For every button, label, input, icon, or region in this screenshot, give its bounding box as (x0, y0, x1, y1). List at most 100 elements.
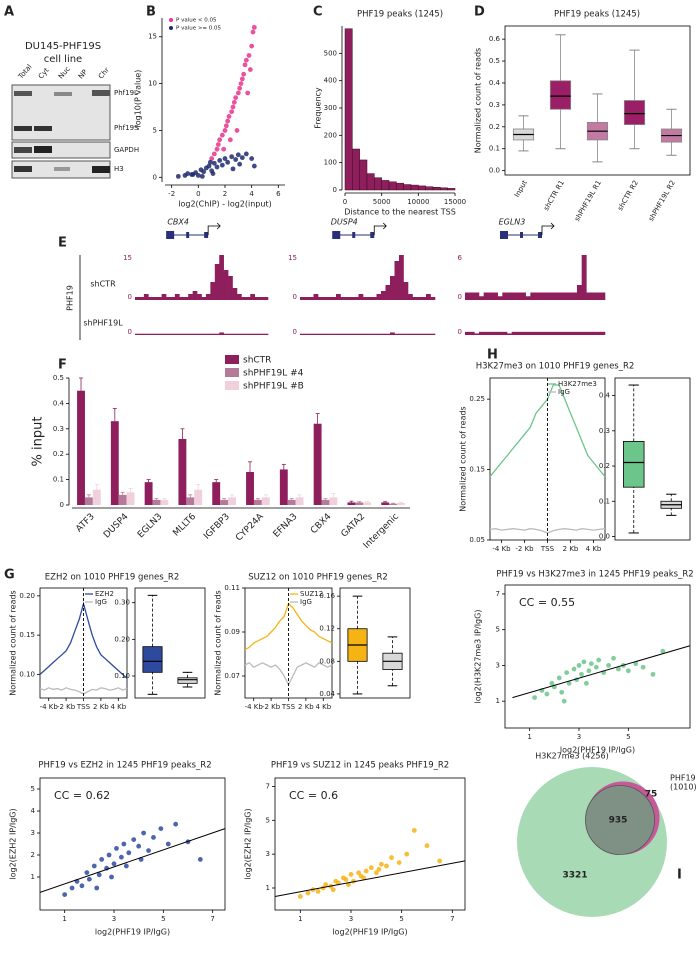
panel-label: C (313, 5, 323, 20)
scatter-point (69, 885, 75, 891)
plot-frame (614, 377, 691, 541)
track-signal (521, 331, 526, 335)
x-tick-label: shPHF19L R1 (573, 179, 603, 223)
x-tick-label: 5 (626, 733, 630, 741)
y-tick-label: 0.3 (489, 101, 500, 109)
scatter-point (242, 62, 248, 68)
scatter-point (215, 142, 221, 147)
y-axis-label: log2(EZH2 IP/IgG) (244, 808, 253, 879)
legend-label: SUZ12 (300, 590, 323, 598)
y-tick-label: 0.6 (489, 35, 501, 43)
bar (212, 482, 221, 505)
track-signal (192, 291, 198, 300)
track-scale-label: 0 (128, 328, 132, 336)
scatter-point (243, 151, 249, 157)
track-signal (331, 297, 337, 300)
y-tick-label: 0.25 (469, 395, 485, 403)
scatter-point (114, 846, 119, 851)
scatter-point (571, 666, 577, 672)
track-signal (358, 333, 364, 335)
track-signal (385, 333, 391, 335)
panel-label: I (677, 868, 682, 883)
track-signal (403, 333, 409, 335)
track-signal (394, 333, 400, 335)
x-tick-label: 7 (450, 915, 454, 923)
panel-label: F (58, 358, 67, 373)
y-tick-label: 0.2 (53, 450, 64, 458)
legend-label: IgG (95, 598, 107, 606)
y-tick-label: 0.12 (319, 625, 335, 633)
scatter-point (234, 128, 240, 133)
scatter-point (141, 830, 147, 836)
scatter-point (207, 159, 213, 165)
scatter-point (230, 166, 236, 172)
track-signal (219, 255, 224, 300)
x-tick-label: TSS (281, 703, 296, 711)
bar (321, 499, 330, 505)
y-tick-label: 300 (324, 104, 337, 112)
blot-title: cell line (44, 54, 82, 65)
scatter-point (348, 872, 354, 877)
track-signal (497, 296, 503, 300)
band (14, 147, 32, 153)
track-signal (179, 333, 185, 335)
bar (152, 499, 161, 505)
scatter-point (219, 132, 225, 138)
x-tick-label: 4 Kb (315, 703, 331, 711)
scatter-point (96, 872, 102, 878)
track-signal (549, 292, 554, 300)
y-tick-label: 3 (266, 850, 270, 858)
x-tick-label: 4 (249, 190, 254, 198)
scatter-point (249, 43, 255, 49)
track-signal (205, 294, 211, 300)
box (623, 440, 645, 488)
track-signal (474, 292, 480, 300)
y-axis-label: log2(H3K27me3 IP/IgG) (474, 610, 483, 704)
x-tick-label: 1 (62, 915, 66, 923)
track-signal (516, 292, 522, 300)
track-signal (544, 292, 550, 300)
histogram-bar (447, 188, 456, 191)
gene-name: CBX4 (167, 218, 189, 227)
track-signal (205, 333, 211, 335)
exon (500, 231, 508, 239)
band-label: Phf19L (114, 89, 138, 97)
track-signal (170, 297, 176, 300)
x-tick-label: 5 (399, 915, 403, 923)
bar (220, 499, 229, 505)
track-signal (376, 294, 382, 300)
band-label: H3 (114, 165, 124, 173)
exon (166, 231, 175, 239)
box (177, 677, 198, 684)
scatter-point (250, 29, 256, 35)
x-tick-label: 3 (112, 915, 116, 923)
track-signal (232, 333, 238, 335)
scatter-point (566, 680, 572, 686)
scatter-point (581, 659, 587, 665)
track-signal (354, 333, 359, 335)
group-label: PHF19 (66, 285, 75, 311)
legend-label: EZH2 (95, 590, 114, 598)
legend-label: shCTR (243, 356, 271, 366)
legend-label: H3K27me3 (558, 380, 597, 388)
lane-label: NP (77, 68, 89, 80)
chart-title: PHF19 vs EZH2 in 1245 PHF19 peaks_R2 (38, 761, 211, 771)
band (34, 126, 52, 131)
chart-title: PHF19 vs H3K27me3 in 1245 PHF19 peaks_R2 (496, 570, 693, 580)
x-tick-label: shCTR R1 (542, 179, 566, 212)
scatter-point (238, 81, 244, 86)
track-signal (539, 331, 545, 335)
scatter-point (315, 888, 321, 894)
track-signal (358, 294, 364, 300)
x-tick-label: -2 Kb (262, 703, 281, 711)
track-signal (354, 297, 359, 300)
legend-swatch (225, 355, 239, 364)
scatter-point (151, 835, 156, 840)
scatter-point (226, 114, 232, 119)
box (623, 100, 646, 126)
band-label: Phf19S (114, 124, 139, 132)
track-signal (327, 297, 332, 300)
track-signal (525, 331, 531, 335)
track-signal (549, 331, 554, 335)
track-signal (502, 331, 508, 335)
